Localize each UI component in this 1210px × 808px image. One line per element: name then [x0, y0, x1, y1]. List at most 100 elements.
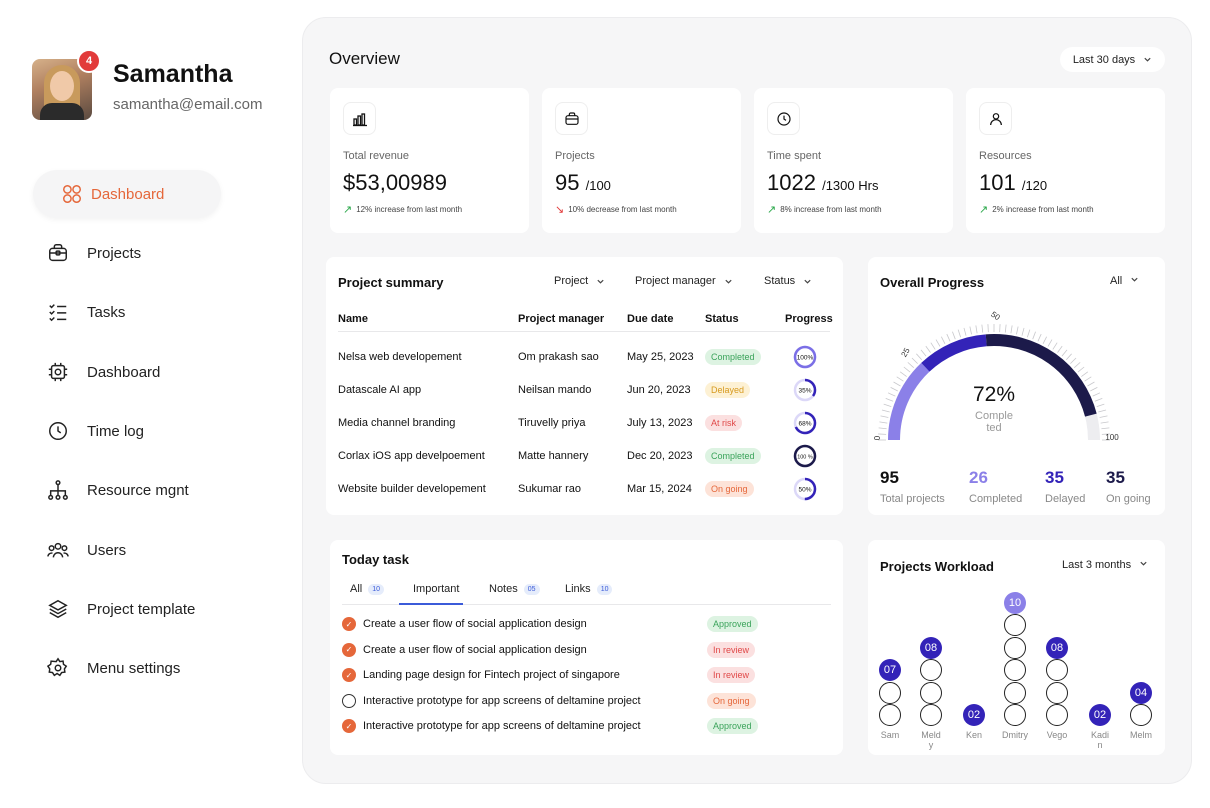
sidebar-item-label: Dashboard [91, 185, 165, 203]
filter-label: All [1110, 275, 1123, 287]
total-projects-value: 95 [880, 468, 899, 487]
workload-count-bubble[interactable]: 07 [879, 659, 901, 681]
sidebar-item-users[interactable]: Users [33, 526, 221, 574]
task-item[interactable]: ✓ Create a user flow of social applicatio… [342, 617, 587, 631]
date-range-label: Last 30 days [1072, 53, 1136, 66]
workload-count-bubble[interactable]: 08 [1046, 636, 1068, 659]
stat-card-resources[interactable]: Resources 101 /120 ↗ 2% increase from las… [966, 88, 1165, 233]
workload-count-bubble[interactable]: 02 [1089, 704, 1111, 726]
gauge-tick [935, 339, 941, 347]
gauge-tick [1073, 362, 1081, 369]
tab-count: 10 [596, 583, 613, 595]
filter-status[interactable]: Status [764, 275, 812, 287]
chevron-down-icon [1131, 277, 1138, 282]
workload-count-bubble[interactable]: 10 [1004, 591, 1026, 614]
date-range-dropdown[interactable]: Last 30 days [1060, 47, 1165, 72]
project-name[interactable]: Media channel branding [338, 417, 456, 429]
project-summary-card: Project summary Project Project manager … [326, 257, 843, 515]
progress-gauge: 0 25 50 100 72% Completed [873, 310, 1119, 442]
task-text: Create a user flow of social application… [363, 643, 587, 656]
workload-bubble [879, 681, 901, 704]
sidebar-item-projects[interactable]: Projects [33, 229, 221, 277]
sidebar-item-project-template[interactable]: Project template [33, 585, 221, 633]
gauge-tick [1026, 329, 1031, 338]
gauge-tick [916, 353, 923, 361]
progress-filter-dropdown[interactable]: All [1110, 275, 1139, 287]
column-header[interactable]: Project manager [518, 313, 605, 325]
avatar-shirt [40, 103, 84, 120]
gauge-segment-completed [888, 362, 930, 441]
tab-important[interactable]: Important [413, 583, 459, 595]
checked-checkbox-icon[interactable]: ✓ [342, 668, 356, 682]
workload-bubble [1130, 704, 1152, 726]
task-text: Create a user flow of social application… [363, 618, 587, 630]
sidebar-item-label: Tasks [87, 303, 126, 321]
tab-notes[interactable]: Notes 05 [489, 583, 540, 595]
stat-label: Resources [979, 150, 1032, 162]
section-title: Overall Progress [880, 275, 985, 290]
gauge-tick [903, 366, 911, 373]
stat-card-projects[interactable]: Projects 95 /100 ↘ 10% decrease from last… [542, 88, 741, 233]
sidebar-item-menu-settings[interactable]: Menu settings [33, 644, 221, 692]
workload-count-bubble[interactable]: 04 [1130, 681, 1152, 704]
overall-progress-card: Overall Progress All 0 25 50 100 72% Comple te… [868, 257, 1165, 515]
stat-card-revenue[interactable]: Total revenue $53,00989 ↗ 12% increase fr… [330, 88, 529, 233]
gauge-tick [880, 415, 889, 418]
gauge-tick [1090, 386, 1098, 392]
due-date: July 13, 2023 [627, 417, 693, 429]
task-item[interactable]: ✓ Create a user flow of social applicatio… [342, 642, 587, 657]
column-header[interactable]: Due date [627, 313, 674, 325]
workload-person-name: Meldy [921, 730, 941, 750]
filter-project-manager[interactable]: Project manager [635, 275, 733, 287]
sidebar-item-tasks[interactable]: Tasks [33, 288, 221, 336]
gauge-tick [879, 421, 888, 424]
workload-count-bubble[interactable]: 08 [920, 636, 942, 659]
workload-count-bubble[interactable]: 02 [963, 704, 985, 726]
gauge-tick [885, 398, 894, 402]
column-header[interactable]: Progress [785, 313, 833, 325]
sidebar-item-time-log[interactable]: Time log [33, 407, 221, 455]
gauge-tick [957, 329, 962, 338]
sidebar-item-resource-mgnt[interactable]: Resource mgnt [33, 466, 221, 514]
progress-ring-fill [793, 411, 817, 435]
layers-icon [48, 599, 68, 619]
task-item[interactable]: ✓ Interactive prototype for app screens o… [342, 719, 641, 733]
project-name[interactable]: Datascale AI app [338, 384, 422, 396]
gauge-tick [975, 325, 978, 334]
workload-range-dropdown[interactable]: Last 3 months [1062, 559, 1148, 571]
clock-icon [767, 102, 800, 135]
chevron-down-icon [725, 279, 732, 284]
stat-card-time-spent[interactable]: Time spent 1022 /1300 Hrs ↗ 8% increase f… [754, 88, 953, 233]
workload-bubble [1004, 659, 1026, 681]
task-item[interactable]: Interactive prototype for app screens of… [342, 693, 641, 708]
notification-badge[interactable]: 4 [77, 49, 101, 73]
status-badge: Completed [705, 349, 761, 365]
progress-ring: 35% [793, 378, 817, 402]
filter-project[interactable]: Project [554, 275, 605, 287]
gauge-tick [946, 333, 951, 342]
project-name[interactable]: Website builder developement [338, 483, 486, 495]
gauge-tick [899, 371, 907, 377]
sidebar-item-label: Resource mgnt [87, 481, 189, 499]
progress-ring-label: 100% [797, 355, 814, 362]
sidebar-item-dashboard-2[interactable]: Dashboard [33, 348, 221, 396]
checked-checkbox-icon[interactable]: ✓ [342, 719, 356, 733]
checked-checkbox-icon[interactable]: ✓ [342, 617, 356, 631]
unchecked-checkbox-icon[interactable] [342, 693, 356, 708]
column-header[interactable]: Name [338, 313, 368, 325]
gauge-caption: Comple [975, 410, 1013, 422]
chevron-down-icon [1140, 561, 1147, 566]
completed-label: Completed [969, 493, 1023, 505]
column-header[interactable]: Status [705, 313, 739, 325]
project-manager: Neilsan mando [518, 384, 592, 396]
gauge-tick [1021, 327, 1025, 336]
project-name[interactable]: Corlax iOS app develpoement [338, 450, 485, 462]
stat-change-text: 12% increase from last month [356, 205, 463, 214]
sidebar-item-dashboard[interactable]: Dashboard [33, 170, 221, 218]
tab-all[interactable]: All 10 [350, 583, 385, 595]
tab-links[interactable]: Links 10 [565, 583, 613, 595]
task-item[interactable]: ✓ Landing page design for Fintech project… [342, 668, 620, 682]
project-name[interactable]: Nelsa web developement [338, 351, 462, 363]
gauge-tick [1004, 324, 1007, 333]
checked-checkbox-icon[interactable]: ✓ [342, 642, 356, 657]
